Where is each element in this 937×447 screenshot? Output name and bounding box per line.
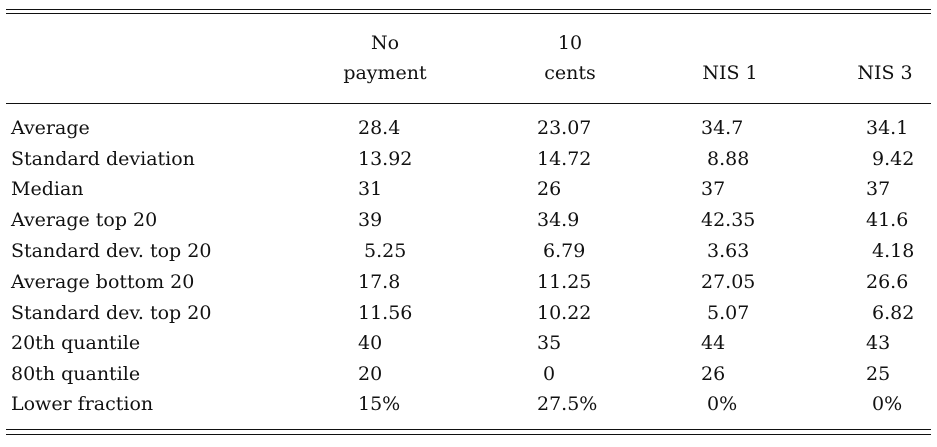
top-rule-outer (6, 9, 931, 10)
table-cell: 28.4 (358, 117, 401, 139)
table-cell: 43 (866, 332, 891, 354)
column-header-nis-1: NIS 1 (675, 28, 785, 88)
table-cell: 44 (701, 332, 726, 354)
column-header-nis-3: NIS 3 (830, 28, 937, 88)
column-header-line1 (675, 28, 785, 58)
row-label: 80th quantile (11, 363, 141, 385)
table-cell: 39 (358, 209, 383, 231)
column-header-10-cents: 10 cents (515, 28, 625, 88)
table-cell: 0% (866, 393, 903, 415)
table-cell: 5.25 (358, 240, 407, 262)
row-label: Median (11, 178, 84, 200)
row-label: Average (11, 117, 90, 139)
table-cell: 34.9 (537, 209, 580, 231)
table-cell: 26.6 (866, 271, 909, 293)
table-cell: 17.8 (358, 271, 401, 293)
table-cell: 26 (537, 178, 562, 200)
table-cell: 4.18 (866, 240, 915, 262)
table-cell: 31 (358, 178, 383, 200)
table-cell: 27.5% (537, 393, 598, 415)
column-header-line1 (830, 28, 937, 58)
bottom-rule-inner (6, 429, 931, 430)
table-cell: 5.07 (701, 302, 750, 324)
column-header-no-payment: No payment (330, 28, 440, 88)
table-cell: 8.88 (701, 148, 750, 170)
table-cell: 0% (701, 393, 738, 415)
bottom-rule-outer (6, 434, 931, 435)
table-cell: 27.05 (701, 271, 756, 293)
top-rule-inner (6, 13, 931, 14)
column-header-line2: NIS 1 (702, 62, 758, 84)
table-cell: 35 (537, 332, 562, 354)
table-cell: 34.1 (866, 117, 909, 139)
column-header-line2: NIS 3 (857, 62, 913, 84)
table-cell: 37 (866, 178, 891, 200)
table-cell: 13.92 (358, 148, 413, 170)
table-cell: 34.7 (701, 117, 744, 139)
table-cell: 0 (537, 363, 556, 385)
row-label: 20th quantile (11, 332, 141, 354)
table-cell: 42.35 (701, 209, 756, 231)
table-cell: 15% (358, 393, 401, 415)
table-cell: 23.07 (537, 117, 592, 139)
table-cell: 3.63 (701, 240, 750, 262)
table-cell: 10.22 (537, 302, 592, 324)
row-label: Average top 20 (11, 209, 158, 231)
column-header-line1: 10 (557, 32, 583, 54)
table-cell: 11.56 (358, 302, 413, 324)
column-header-line2: cents (544, 62, 596, 84)
row-label: Standard deviation (11, 148, 195, 170)
table-cell: 41.6 (866, 209, 909, 231)
table-cell: 26 (701, 363, 726, 385)
column-header-line2: payment (343, 62, 427, 84)
table-cell: 14.72 (537, 148, 592, 170)
row-label: Standard dev. top 20 (11, 302, 212, 324)
row-label: Lower fraction (11, 393, 154, 415)
table-cell: 9.42 (866, 148, 915, 170)
table-cell: 6.82 (866, 302, 915, 324)
column-header-line1: No (370, 32, 400, 54)
table-cell: 6.79 (537, 240, 586, 262)
header-rule (6, 103, 931, 104)
table-cell: 11.25 (537, 271, 592, 293)
table-cell: 20 (358, 363, 383, 385)
table-cell: 25 (866, 363, 891, 385)
table-cell: 37 (701, 178, 726, 200)
row-label: Standard dev. top 20 (11, 240, 212, 262)
table-cell: 40 (358, 332, 383, 354)
row-label: Average bottom 20 (11, 271, 195, 293)
